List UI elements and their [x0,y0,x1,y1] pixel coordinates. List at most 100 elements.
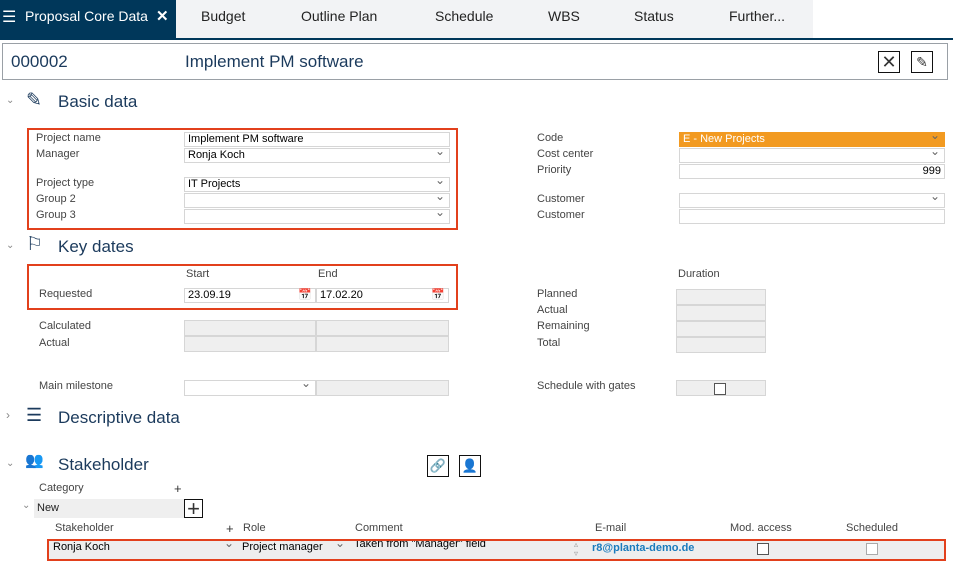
actual-duration-field [676,305,766,321]
label-main-milestone: Main milestone [39,380,113,392]
actual-end-field [316,336,449,352]
category-new-label: New [37,502,60,514]
expand-chevron-icon[interactable]: › [6,408,10,422]
list-icon: ☰ [26,405,43,425]
group-2-select[interactable] [184,190,450,208]
highlight-box [47,539,946,561]
section-basic-data[interactable]: Basic data [58,92,138,111]
category-new-row[interactable]: New [34,499,184,518]
person-icon: 👤 [461,458,479,473]
label-requested: Requested [39,288,93,300]
mod-access-checkbox[interactable] [757,543,769,555]
column-email: E-mail [595,522,627,534]
project-title: Implement PM software [185,52,364,71]
group-3-select[interactable] [184,206,450,224]
close-icon[interactable]: ✕ [156,8,169,25]
main-milestone-date [316,380,449,396]
tab-outline-plan[interactable]: Outline Plan [301,8,378,24]
record-header: 000002 Implement PM software ✕ ✎ [2,43,948,80]
calculated-start-field [184,320,316,336]
tab-schedule[interactable]: Schedule [435,8,494,24]
tab-label: Proposal Core Data [25,8,148,24]
project-name-input[interactable]: Implement PM software [184,132,450,147]
label-code: Code [537,132,564,144]
code-select[interactable]: E - New Projects [679,129,945,147]
people-icon: 👥 [25,452,44,469]
requested-start-input[interactable]: 23.09.19 📅 [184,288,316,303]
add-category-button[interactable]: + [174,481,182,496]
remaining-duration-field [676,321,766,337]
collapse-chevron-icon[interactable]: ⌄ [6,95,15,106]
add-stakeholder-button[interactable]: + [184,495,203,521]
label-remaining: Remaining [537,320,590,332]
email-link[interactable]: r8@planta-demo.de [592,542,695,554]
label-actual: Actual [39,337,70,349]
priority-input[interactable]: 999 [679,164,945,179]
tab-wbs[interactable]: WBS [548,8,580,24]
label-manager: Manager [36,148,80,160]
highlight-box [27,128,458,230]
label-group-3: Group 3 [36,209,76,221]
label-duration-actual: Actual [537,304,568,316]
project-id: 000002 [11,52,68,71]
schedule-with-gates-checkbox[interactable] [714,383,726,395]
column-role: Role [243,522,266,534]
label-group-2: Group 2 [36,193,76,205]
comment-input[interactable]: Taken from "Manager" field [351,539,573,559]
label-category: Category [39,482,84,494]
tab-budget[interactable]: Budget [201,8,246,24]
section-key-dates[interactable]: Key dates [58,237,134,256]
label-priority: Priority [537,164,572,176]
scheduled-checkbox[interactable] [866,543,878,555]
column-scheduled: Scheduled [846,522,898,534]
calculated-end-field [316,320,449,336]
total-duration-field [676,337,766,353]
collapse-chevron-icon[interactable]: ⌄ [6,240,15,251]
label-total: Total [537,337,561,349]
label-customer-2: Customer [537,209,585,221]
requested-start-value: 23.09.19 [188,289,231,301]
tab-proposal-core-data[interactable]: ☰ Proposal Core Data ✕ [0,0,176,38]
label-calculated: Calculated [39,320,91,332]
role-select[interactable]: Project manager [239,537,349,557]
add-stakeholder-plus[interactable]: + [226,521,234,536]
plus-icon: + [187,495,200,521]
label-customer: Customer [537,193,585,205]
label-planned: Planned [537,288,578,300]
column-stakeholder: Stakeholder [55,522,114,534]
label-cost-center: Cost center [537,148,594,160]
label-project-name: Project name [36,132,101,144]
requested-end-value: 17.02.20 [320,289,363,301]
scroll-arrows-icon[interactable]: ▵ ▿ [574,540,579,558]
tab-status[interactable]: Status [634,8,674,24]
collapse-chevron-icon[interactable]: ⌄ [22,500,31,511]
project-type-select[interactable]: IT Projects [184,174,450,192]
collapse-chevron-icon[interactable]: ⌄ [6,458,15,469]
calendar-icon[interactable]: 📅 [431,289,445,301]
section-descriptive-data[interactable]: Descriptive data [58,408,180,427]
requested-end-input[interactable]: 17.02.20 📅 [316,288,449,303]
person-button[interactable]: 👤 [459,455,481,477]
manager-select[interactable]: Ronja Koch [184,145,450,163]
label-duration: Duration [678,268,720,280]
stakeholder-select[interactable]: Ronja Koch [50,537,238,557]
customer-select[interactable] [679,190,945,208]
tab-strip [176,0,813,38]
label-schedule-with-gates: Schedule with gates [537,380,636,392]
section-stakeholder[interactable]: Stakeholder [58,455,149,474]
cost-center-select[interactable] [679,145,945,163]
link-button[interactable]: 🔗 [427,455,449,477]
customer-input[interactable] [679,209,945,224]
x-icon: ✕ [881,51,897,72]
edit-section-icon: ✎ [26,90,42,111]
tab-further[interactable]: Further... [729,8,786,24]
close-record-button[interactable]: ✕ [878,51,900,73]
planned-duration-field [676,289,766,305]
main-milestone-select[interactable] [184,377,316,396]
menu-icon[interactable]: ☰ [2,9,17,26]
actual-start-field [184,336,316,352]
label-project-type: Project type [36,177,95,189]
calendar-icon[interactable]: 📅 [298,289,312,301]
pencil-icon: ✎ [916,53,928,70]
edit-button[interactable]: ✎ [911,51,933,73]
